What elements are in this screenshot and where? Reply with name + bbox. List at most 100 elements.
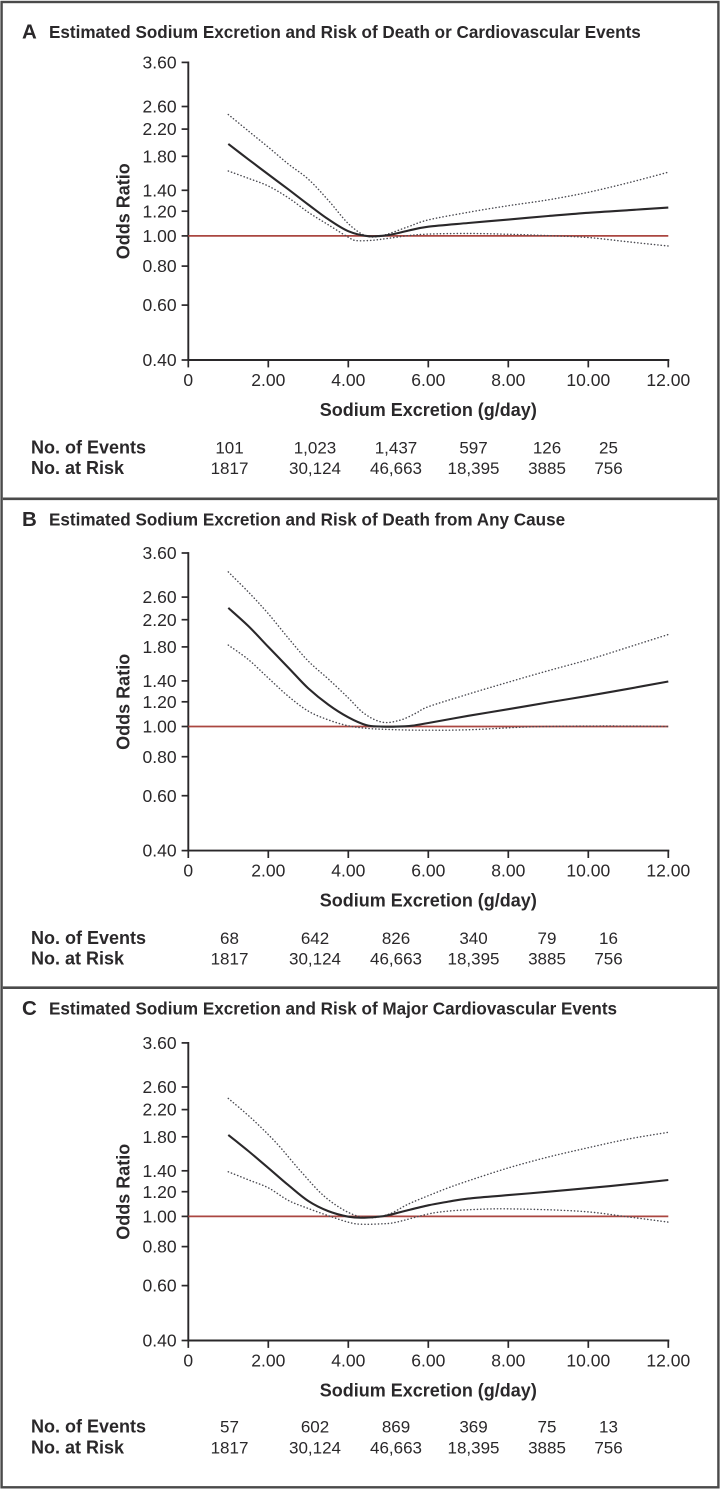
svg-text:8.00: 8.00 [491,370,525,390]
svg-text:1.20: 1.20 [143,692,177,712]
svg-text:0.60: 0.60 [143,786,177,806]
svg-text:2.60: 2.60 [143,1077,177,1097]
svg-text:30,124: 30,124 [289,1438,341,1457]
svg-text:2.20: 2.20 [143,610,177,630]
svg-text:13: 13 [599,1418,618,1437]
svg-text:369: 369 [459,1418,487,1437]
svg-text:3.60: 3.60 [143,543,177,563]
svg-text:3.60: 3.60 [143,53,177,73]
svg-text:B: B [22,508,37,531]
svg-text:8.00: 8.00 [491,861,525,881]
svg-text:Sodium Excretion (g/day): Sodium Excretion (g/day) [320,891,537,911]
svg-text:No. of Events: No. of Events [31,437,146,457]
svg-text:No. of Events: No. of Events [31,1417,146,1437]
svg-text:2.60: 2.60 [143,97,177,117]
svg-text:10.00: 10.00 [566,370,610,390]
svg-text:101: 101 [215,438,243,457]
svg-text:1.80: 1.80 [143,146,177,166]
svg-text:Odds Ratio: Odds Ratio [114,654,134,750]
svg-text:1.80: 1.80 [143,1127,177,1147]
svg-text:2.20: 2.20 [143,119,177,139]
svg-text:1.40: 1.40 [143,1161,177,1181]
svg-text:57: 57 [220,1418,239,1437]
svg-text:0.40: 0.40 [143,1331,177,1351]
svg-text:Sodium Excretion (g/day): Sodium Excretion (g/day) [320,400,537,420]
svg-text:12.00: 12.00 [646,861,690,881]
svg-text:Odds Ratio: Odds Ratio [114,163,134,259]
svg-text:2.20: 2.20 [143,1100,177,1120]
svg-text:126: 126 [533,438,561,457]
svg-text:10.00: 10.00 [566,861,610,881]
svg-text:756: 756 [594,459,622,478]
svg-text:1,437: 1,437 [375,438,418,457]
svg-text:597: 597 [459,438,487,457]
svg-text:Estimated Sodium Excretion and: Estimated Sodium Excretion and Risk of D… [49,511,565,530]
svg-text:No. at Risk: No. at Risk [31,949,125,969]
svg-text:1817: 1817 [211,1438,249,1457]
svg-text:30,124: 30,124 [289,459,341,478]
svg-text:68: 68 [220,929,239,948]
svg-text:1.80: 1.80 [143,637,177,657]
svg-text:0.60: 0.60 [143,1276,177,1296]
svg-text:Odds Ratio: Odds Ratio [114,1144,134,1240]
svg-text:826: 826 [382,929,410,948]
svg-text:75: 75 [538,1418,557,1437]
svg-text:1.20: 1.20 [143,201,177,221]
svg-text:Estimated Sodium Excretion and: Estimated Sodium Excretion and Risk of D… [49,23,641,42]
svg-text:0.80: 0.80 [143,1237,177,1257]
svg-text:12.00: 12.00 [646,370,690,390]
svg-text:No. at Risk: No. at Risk [31,1437,125,1457]
svg-text:18,395: 18,395 [448,459,500,478]
svg-text:756: 756 [594,1438,622,1457]
svg-text:3885: 3885 [528,1438,566,1457]
svg-text:6.00: 6.00 [411,1351,445,1371]
svg-text:1,023: 1,023 [294,438,337,457]
svg-text:0.60: 0.60 [143,295,177,315]
svg-text:642: 642 [301,929,329,948]
svg-text:1.40: 1.40 [143,180,177,200]
svg-text:1817: 1817 [211,459,249,478]
svg-text:0: 0 [183,1351,193,1371]
svg-text:1.00: 1.00 [143,717,177,737]
svg-text:869: 869 [382,1418,410,1437]
svg-text:4.00: 4.00 [331,861,365,881]
svg-text:46,663: 46,663 [370,459,422,478]
svg-text:18,395: 18,395 [448,950,500,969]
svg-text:No. of Events: No. of Events [31,928,146,948]
svg-text:0.80: 0.80 [143,256,177,276]
svg-text:0.40: 0.40 [143,841,177,861]
svg-text:12.00: 12.00 [646,1351,690,1371]
svg-text:3885: 3885 [528,950,566,969]
svg-text:1817: 1817 [211,950,249,969]
svg-text:Sodium Excretion (g/day): Sodium Excretion (g/day) [320,1381,537,1401]
svg-text:Estimated Sodium Excretion and: Estimated Sodium Excretion and Risk of M… [49,1000,617,1019]
svg-text:3.60: 3.60 [143,1033,177,1053]
svg-text:18,395: 18,395 [448,1438,500,1457]
svg-text:1.40: 1.40 [143,671,177,691]
svg-text:3885: 3885 [528,459,566,478]
svg-text:16: 16 [599,929,618,948]
svg-text:10.00: 10.00 [566,1351,610,1371]
svg-text:25: 25 [599,438,618,457]
svg-text:79: 79 [538,929,557,948]
svg-text:2.60: 2.60 [143,587,177,607]
svg-text:2.00: 2.00 [251,861,285,881]
svg-text:30,124: 30,124 [289,950,341,969]
svg-text:46,663: 46,663 [370,1438,422,1457]
svg-text:0: 0 [183,861,193,881]
svg-text:4.00: 4.00 [331,1351,365,1371]
svg-text:1.00: 1.00 [143,1207,177,1227]
svg-text:6.00: 6.00 [411,861,445,881]
svg-text:C: C [22,997,37,1020]
svg-text:4.00: 4.00 [331,370,365,390]
svg-text:46,663: 46,663 [370,950,422,969]
svg-text:1.00: 1.00 [143,226,177,246]
svg-text:0.40: 0.40 [143,350,177,370]
svg-text:756: 756 [594,950,622,969]
svg-text:6.00: 6.00 [411,370,445,390]
svg-text:No. at Risk: No. at Risk [31,458,125,478]
svg-text:2.00: 2.00 [251,1351,285,1371]
svg-text:8.00: 8.00 [491,1351,525,1371]
svg-text:0: 0 [183,370,193,390]
svg-text:2.00: 2.00 [251,370,285,390]
